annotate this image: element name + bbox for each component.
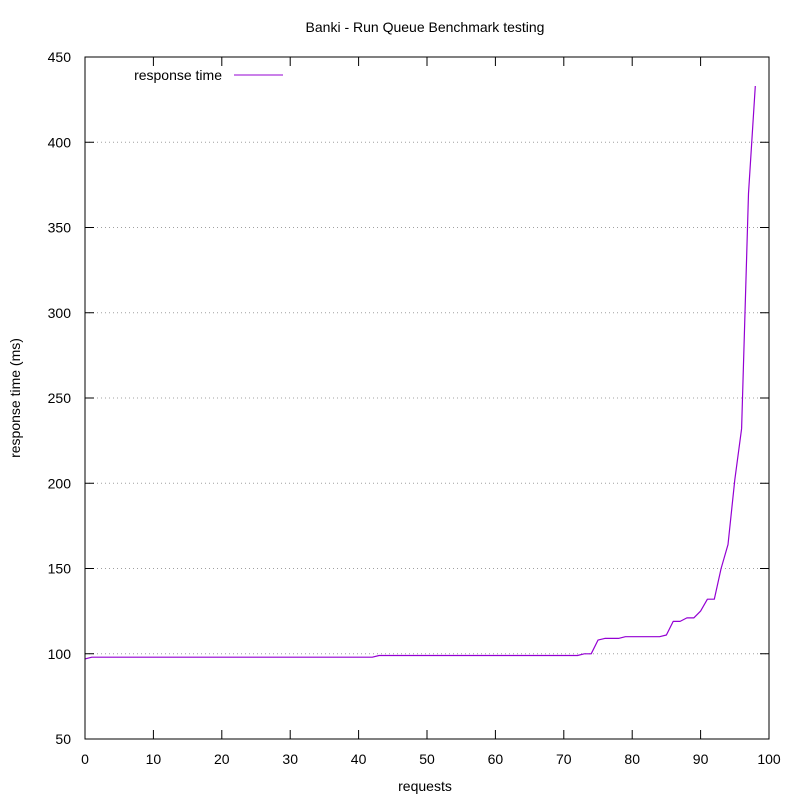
x-tick-label: 80 bbox=[624, 751, 640, 767]
x-tick-label: 50 bbox=[419, 751, 435, 767]
y-tick-label: 50 bbox=[55, 731, 71, 747]
chart-title: Banki - Run Queue Benchmark testing bbox=[306, 19, 545, 35]
y-tick-label: 200 bbox=[48, 475, 72, 491]
y-tick-label: 250 bbox=[48, 390, 72, 406]
x-tick-label: 20 bbox=[214, 751, 230, 767]
x-tick-label: 0 bbox=[81, 751, 89, 767]
x-tick-label: 70 bbox=[556, 751, 572, 767]
plot-frame bbox=[84, 56, 770, 740]
x-tick-label: 30 bbox=[282, 751, 298, 767]
series-layer bbox=[84, 85, 756, 660]
x-tick-label: 60 bbox=[488, 751, 504, 767]
y-tick-label: 450 bbox=[48, 49, 72, 65]
y-tick-label: 300 bbox=[48, 305, 72, 321]
x-tick-label: 100 bbox=[757, 751, 781, 767]
x-tick-label: 40 bbox=[351, 751, 367, 767]
y-tick-label: 350 bbox=[48, 220, 72, 236]
y-axis-title: response time (ms) bbox=[7, 338, 23, 458]
series-line-response-time bbox=[84, 85, 756, 660]
x-tick-label: 90 bbox=[693, 751, 709, 767]
legend: response time bbox=[134, 67, 283, 83]
y-tick-label: 100 bbox=[48, 646, 72, 662]
x-tick-label: 10 bbox=[146, 751, 162, 767]
y-tick-label: 400 bbox=[48, 134, 72, 150]
grid-lines bbox=[85, 141, 769, 655]
legend-label: response time bbox=[134, 67, 222, 83]
axis-ticks: 50 100 150 200 250 300 350 400 450 0 10 20 30 40 50 60 7… bbox=[48, 49, 781, 767]
x-axis-title: requests bbox=[398, 778, 452, 794]
y-tick-label: 150 bbox=[48, 561, 72, 577]
